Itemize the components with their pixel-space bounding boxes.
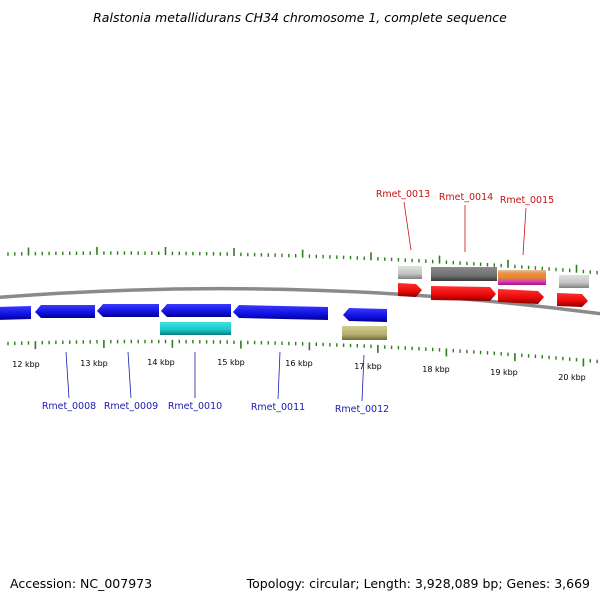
forward-strand-genes bbox=[398, 266, 589, 307]
gene-arrow-rmet-0011[interactable] bbox=[233, 305, 328, 320]
scale-label: 15 kbp bbox=[217, 358, 245, 367]
scale-label: 17 kbp bbox=[354, 362, 382, 371]
scale-labels: 12 kbp 13 kbp 14 kbp 15 kbp 16 kbp 17 kb… bbox=[12, 358, 586, 382]
tick-row-top bbox=[7, 246, 598, 275]
gene-label-rmet-0013[interactable]: Rmet_0013 bbox=[376, 189, 430, 200]
sequence-summary: Topology: circular; Length: 3,928,089 bp… bbox=[246, 576, 590, 591]
scale-label: 13 kbp bbox=[80, 359, 108, 368]
accession-label: Accession: NC_007973 bbox=[10, 576, 153, 591]
gene-arrow-rmet-0013[interactable] bbox=[398, 283, 422, 297]
gene-arrow-rmet-0012[interactable] bbox=[343, 308, 387, 322]
gene-feature-teal[interactable] bbox=[160, 322, 231, 335]
gene-label-rmet-0011[interactable]: Rmet_0011 bbox=[251, 402, 305, 413]
gene-arrow-rmet-0015[interactable] bbox=[498, 289, 544, 304]
scale-label: 12 kbp bbox=[12, 360, 40, 369]
gene-arrow-rmet-0014[interactable] bbox=[431, 286, 496, 301]
scale-label: 14 kbp bbox=[147, 358, 175, 367]
reverse-gene-labels: Rmet_0008 Rmet_0009 Rmet_0010 Rmet_0011 … bbox=[42, 351, 389, 415]
scale-label: 19 kbp bbox=[490, 368, 518, 377]
gene-label-rmet-0010[interactable]: Rmet_0010 bbox=[168, 401, 222, 412]
reverse-strand-genes bbox=[0, 304, 387, 340]
gene-arrow[interactable] bbox=[557, 293, 588, 307]
gene-feature-gray-dark[interactable] bbox=[431, 267, 497, 281]
forward-gene-labels: Rmet_0013 Rmet_0014 Rmet_0015 bbox=[376, 189, 554, 256]
gene-label-rmet-0008[interactable]: Rmet_0008 bbox=[42, 401, 96, 412]
gene-feature-gray-right[interactable] bbox=[559, 275, 589, 288]
scale-label: 20 kbp bbox=[558, 373, 586, 382]
scale-label: 16 kbp bbox=[285, 359, 313, 368]
gene-arrow[interactable] bbox=[0, 306, 31, 320]
scale-label: 18 kbp bbox=[422, 365, 450, 374]
gene-label-rmet-0009[interactable]: Rmet_0009 bbox=[104, 401, 158, 412]
gene-feature-olive[interactable] bbox=[342, 326, 387, 340]
gene-arrow-rmet-0010[interactable] bbox=[161, 304, 231, 317]
gene-feature-striped[interactable] bbox=[498, 270, 546, 285]
gene-label-rmet-0014[interactable]: Rmet_0014 bbox=[439, 192, 493, 203]
gene-arrow-rmet-0008[interactable] bbox=[35, 305, 95, 318]
gene-label-rmet-0012[interactable]: Rmet_0012 bbox=[335, 404, 389, 415]
tick-row-bottom bbox=[7, 339, 598, 367]
chromosome-backbone bbox=[0, 286, 600, 316]
map-title: Ralstonia metallidurans CH34 chromosome … bbox=[93, 10, 507, 25]
gene-label-rmet-0015[interactable]: Rmet_0015 bbox=[500, 195, 554, 206]
gene-feature-gray-small[interactable] bbox=[398, 266, 422, 279]
gene-arrow-rmet-0009[interactable] bbox=[97, 304, 159, 317]
